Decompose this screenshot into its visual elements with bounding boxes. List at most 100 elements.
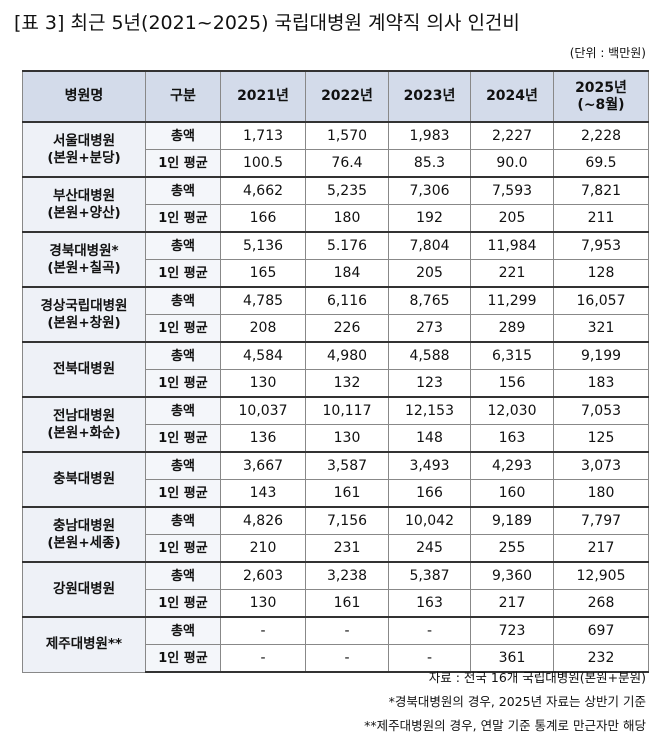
value-cell: 697 [553,616,649,645]
value-cell: 163 [470,424,554,453]
cell-line: 경북대병원* [49,242,119,259]
value-cell: 130 [220,589,306,618]
value-cell: 321 [553,314,649,343]
row-label: 1인 평균 [145,149,221,178]
table-row: 경상국립대병원 (본원+창원) 총액 4,785 6,116 8,765 11,299 16,… [22,286,649,343]
value-cell: 205 [388,259,471,288]
header-row: 병원명 구분 2021년 2022년 2023년 2024년 2025년 (~8월) [22,70,649,123]
cell-line: 충북대병원 [52,471,116,487]
cell-line: 2023년 [403,88,456,104]
value-cell: 180 [305,204,389,233]
value-cell: 221 [470,259,554,288]
value-cell: - [305,644,389,673]
cell-line: 2022년 [321,88,373,104]
hospital-name: 전북대병원 [22,341,146,398]
hospital-name: 제주대병원** [22,616,146,673]
value-cell: - [388,644,471,673]
row-label: 총액 [145,506,221,535]
table-row: 1인 평균 130 132 123 156 183 [23,369,649,398]
title: [표 3] 최근 5년(2021~2025) 국립대병원 계약직 의사 인건비 [14,12,520,34]
value-cell: 205 [470,204,554,233]
value-cell: 208 [220,314,306,343]
cell-line: 2024년 [486,88,538,104]
cell-line: (본원+분당) [47,149,121,166]
value-cell: 1,983 [388,121,471,150]
cell-line: 경상국립대병원 [40,297,128,314]
hospital-name: 경상국립대병원 (본원+창원) [22,286,146,343]
row-label: 1인 평균 [145,259,221,288]
hospital-name: 전남대병원 (본원+화순) [22,396,146,453]
value-cell: 3,238 [305,561,389,590]
note: 자료 : 전국 16개 국립대병원(본원+분원) [428,670,646,685]
table-row: 1인 평균 100.5 76.4 85.3 90.0 69.5 [23,149,649,178]
row-label: 1인 평균 [145,369,221,398]
header-cell: 병원명 [22,70,146,123]
value-cell: 8,765 [388,286,471,315]
value-cell: 130 [305,424,389,453]
value-cell: 69.5 [553,149,649,178]
value-cell: 1,713 [220,121,306,150]
header-cell: 2024년 [470,70,554,123]
value-cell: 165 [220,259,306,288]
value-cell: 156 [470,369,554,398]
value-cell: 4,785 [220,286,306,315]
value-cell: 2,603 [220,561,306,590]
value-cell: 161 [305,479,389,508]
value-cell: 7,804 [388,231,471,260]
value-cell: 5,136 [220,231,306,260]
value-cell: 10,042 [388,506,471,535]
value-cell: 11,984 [470,231,554,260]
value-cell: 5,235 [305,176,389,205]
table-body: 서울대병원 (본원+분당) 총액 1,713 1,570 1,983 2,227 2,228 1… [22,121,649,673]
value-cell: 143 [220,479,306,508]
cell-line: 부산대병원 [52,187,116,204]
value-cell: 9,189 [470,506,554,535]
value-cell: 12,030 [470,396,554,425]
value-cell: 100.5 [220,149,306,178]
value-cell: 76.4 [305,149,389,178]
cell-line: (본원+화순) [47,424,121,441]
note: **제주대병원의 경우, 연말 기준 통계로 만근자만 해당 [364,718,646,733]
hospital-name: 충남대병원 (본원+세종) [22,506,146,563]
notes: 자료 : 전국 16개 국립대병원(본원+분원) *경북대병원의 경우, 2025… [364,666,646,738]
value-cell: 6,315 [470,341,554,370]
value-cell: 4,980 [305,341,389,370]
value-cell: 16,057 [553,286,649,315]
row-label: 총액 [145,341,221,370]
value-cell: 210 [220,534,306,563]
value-cell: 723 [470,616,554,645]
value-cell: 3,667 [220,451,306,480]
row-label: 총액 [145,286,221,315]
value-cell: 85.3 [388,149,471,178]
value-cell: 2,228 [553,121,649,150]
value-cell: 166 [388,479,471,508]
value-cell: 4,826 [220,506,306,535]
value-cell: 180 [553,479,649,508]
row-label: 1인 평균 [145,204,221,233]
cell-line: 병원명 [64,88,104,104]
value-cell: - [220,644,306,673]
note: *경북대병원의 경우, 2025년 자료는 상반기 기준 [388,694,646,709]
table: 병원명 구분 2021년 2022년 2023년 2024년 2025년 (~8월) 서울대병… [22,70,649,673]
value-cell: 211 [553,204,649,233]
value-cell: 130 [220,369,306,398]
value-cell: 226 [305,314,389,343]
unit: (단위 : 백만원) [569,46,646,60]
value-cell: 9,360 [470,561,554,590]
value-cell: 192 [388,204,471,233]
value-cell: 5,387 [388,561,471,590]
table-row: 충남대병원 (본원+세종) 총액 4,826 7,156 10,042 9,189 7,797 [22,506,649,563]
value-cell: 3,073 [553,451,649,480]
value-cell: 128 [553,259,649,288]
table-row: 충북대병원 총액 3,667 3,587 3,493 4,293 3,073 [22,451,649,508]
value-cell: 217 [553,534,649,563]
value-cell: 148 [388,424,471,453]
value-cell: 4,584 [220,341,306,370]
value-cell: 217 [470,589,554,618]
row-label: 1인 평균 [145,479,221,508]
hospital-name: 충북대병원 [22,451,146,508]
value-cell: 268 [553,589,649,618]
value-cell: 184 [305,259,389,288]
value-cell: 3,493 [388,451,471,480]
row-label: 총액 [145,561,221,590]
